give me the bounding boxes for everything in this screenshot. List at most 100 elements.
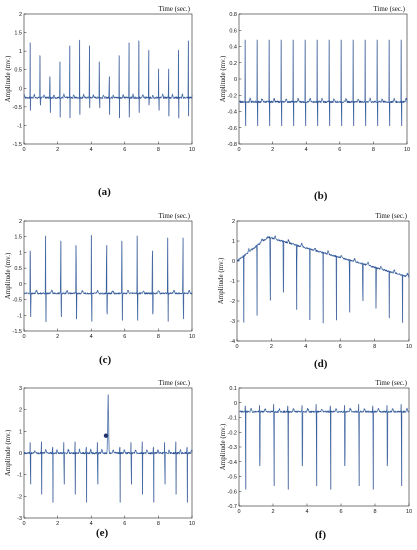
chart-title-e: Time (sec.) [158, 379, 190, 387]
x-tick-label: 4 [305, 509, 308, 515]
chart-title-d: Time (sec.) [375, 212, 407, 220]
y-tick-label: 0.8 [229, 12, 237, 18]
y-tick-label: -2 [230, 299, 235, 305]
y-tick-label: 1 [232, 239, 235, 245]
x-tick-label: 4 [90, 334, 93, 340]
x-tick-label: 4 [90, 147, 93, 153]
x-tick-label: 10 [406, 344, 412, 350]
y-tick-label: 2 [19, 12, 22, 18]
chart-panel-d: 0 2 4 6 8 10 -4 -3 -2 -1 0 1 2 Time (sec.) Amplitude (… [209, 205, 417, 380]
chart-title-f: Time (sec.) [375, 379, 407, 387]
x-tick-label: 6 [123, 147, 126, 153]
x-tick-label: 6 [339, 344, 342, 350]
panel-label-c: (c) [99, 354, 112, 366]
y-tick-label: -1 [17, 123, 22, 129]
x-tick-label: 10 [189, 334, 195, 340]
x-tick-label: 0 [22, 334, 25, 340]
y-tick-label: 2 [19, 408, 22, 414]
y-tick-label: 1 [19, 429, 22, 435]
x-tick-label: 8 [373, 344, 376, 350]
chart-svg-b: 0 2 4 6 8 10 -0.8 -0.6 -0.4 -0.2 0 0.2 0.4 0.6 0.8 Time… [219, 5, 410, 153]
x-tick-label: 6 [339, 509, 342, 515]
y-tick-label: -0.6 [228, 126, 237, 132]
y-axis-label-b: Amplitude (mv.) [219, 55, 227, 102]
panel-label-e: (e) [96, 527, 109, 539]
ecg-denoised-series-e [24, 394, 193, 503]
chart-panel-c: 0 2 4 6 8 10 -1.5 -1 -0.5 0 0.5 1 1.5 2 Time (sec.) Amp… [0, 205, 208, 380]
chart-panel-a: 0 2 4 6 8 10 -1.5 -1 -0.5 0 0.5 1 1.5 2 Time (sec.) Amp… [0, 0, 208, 275]
chart-svg-c: 0 2 4 6 8 10 -1.5 -1 -0.5 0 0.5 1 1.5 2 Time (sec.) Amp… [4, 212, 195, 340]
ecg-series-b [238, 39, 408, 126]
y-tick-label: -0.2 [228, 93, 237, 99]
y-axis-label-f: Amplitude (mv.) [219, 423, 227, 470]
x-tick-label: 10 [406, 509, 412, 515]
panel-label-b: (b) [314, 190, 328, 202]
x-tick-label: 2 [271, 509, 274, 515]
x-tick-label: 10 [189, 521, 195, 527]
y-tick-label: -3 [17, 516, 22, 522]
x-tick-label: 10 [189, 147, 195, 153]
y-tick-label: -0.5 [13, 105, 22, 111]
x-tick-label: 8 [157, 147, 160, 153]
y-tick-label: -1.5 [13, 329, 22, 335]
y-tick-label: 0 [234, 77, 237, 83]
y-tick-label: 1 [19, 250, 22, 256]
x-tick-label: 10 [404, 147, 410, 153]
y-tick-label: -0.1 [228, 416, 237, 422]
y-tick-label: 0.4 [229, 45, 237, 51]
plot-area-b [238, 13, 408, 145]
y-tick-label: -1 [17, 473, 22, 479]
x-tick-label: 8 [157, 334, 160, 340]
y-tick-label: 0 [234, 401, 237, 407]
y-tick-label: -3 [230, 319, 235, 325]
ecg-series-e [23, 394, 193, 503]
y-tick-label: 0 [232, 259, 235, 265]
ecg-denoised-series-a [24, 40, 193, 119]
ecg-series-d [236, 235, 410, 324]
ecg-series-f [238, 403, 410, 490]
panel-label-d: (d) [314, 358, 328, 370]
chart-svg-d: 0 2 4 6 8 10 -4 -3 -2 -1 0 1 2 Time (sec.) Amplitude (… [217, 212, 412, 350]
y-tick-label: -0.5 [13, 298, 22, 304]
y-tick-label: 0.6 [229, 28, 237, 34]
x-tick-label: 8 [373, 509, 376, 515]
x-tick-label: 4 [90, 521, 93, 527]
y-tick-label: 0.1 [229, 386, 237, 392]
x-tick-label: 8 [157, 521, 160, 527]
x-tick-label: 4 [304, 344, 307, 350]
ecg-denoised-series-f [239, 404, 410, 490]
y-tick-label: -1 [17, 313, 22, 319]
y-tick-label: -0.7 [228, 504, 237, 510]
plot-area-f [238, 387, 410, 507]
x-tick-label: 0 [235, 344, 238, 350]
x-tick-label: 0 [22, 521, 25, 527]
plot-area-c [23, 220, 193, 332]
x-tick-label: 6 [338, 147, 341, 153]
y-tick-label: 2 [19, 219, 22, 225]
y-tick-label: -0.2 [228, 430, 237, 436]
y-tick-label: -0.4 [228, 460, 237, 466]
y-axis-label-e: Amplitude (mv.) [4, 429, 12, 476]
x-tick-label: 0 [237, 147, 240, 153]
x-tick-label: 2 [270, 344, 273, 350]
panel-label-a: (a) [98, 186, 111, 198]
x-tick-label: 2 [56, 334, 59, 340]
y-tick-label: 3 [19, 386, 22, 392]
y-tick-label: 0 [19, 451, 22, 457]
ecg-series-a [23, 39, 193, 119]
x-tick-label: 0 [22, 147, 25, 153]
x-tick-label: 0 [237, 509, 240, 515]
x-tick-label: 6 [123, 334, 126, 340]
y-tick-label: -1 [230, 279, 235, 285]
y-tick-label: 1.5 [14, 235, 22, 241]
x-tick-label: 6 [123, 521, 126, 527]
x-tick-label: 2 [56, 147, 59, 153]
chart-panel-e: 0 2 4 6 8 10 -3 -2 -1 0 1 2 3 Time (sec.) Amplitude (m… [0, 372, 208, 550]
y-tick-label: -4 [230, 339, 235, 345]
chart-title-a: Time (sec.) [158, 5, 190, 13]
y-axis-label-d: Amplitude (mv.) [217, 257, 225, 304]
y-tick-label: -0.8 [228, 142, 237, 148]
chart-title-b: Time (sec.) [373, 5, 405, 13]
x-tick-label: 2 [56, 521, 59, 527]
y-tick-label: -0.3 [228, 445, 237, 451]
